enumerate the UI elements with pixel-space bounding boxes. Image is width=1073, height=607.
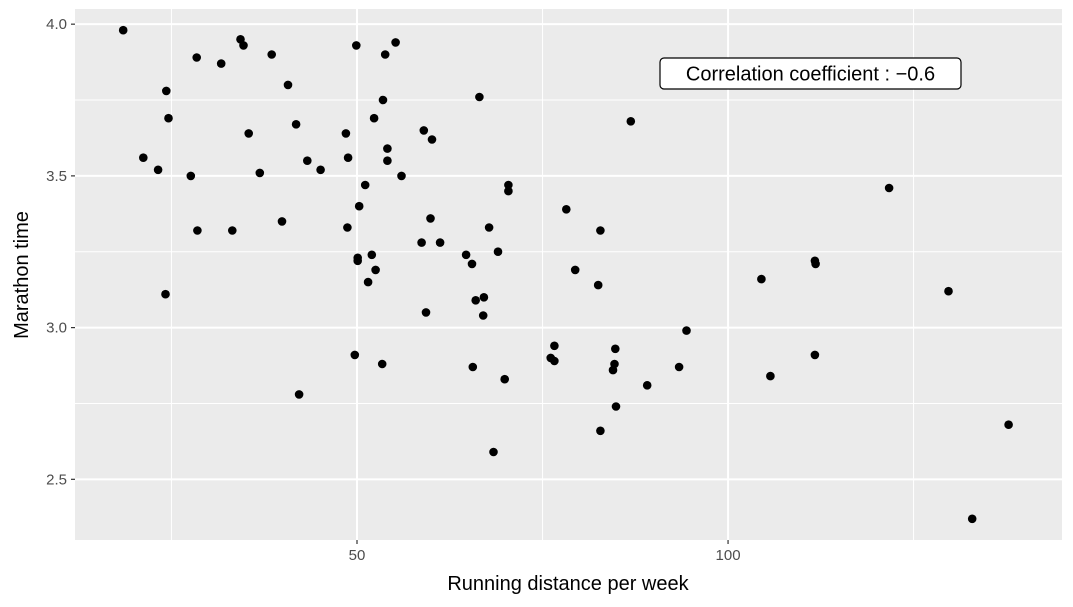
data-point <box>417 238 426 247</box>
data-point <box>267 50 277 59</box>
x-axis-ticks: 50 100 <box>349 540 741 564</box>
data-point <box>421 308 431 317</box>
y-tick-label: 2.5 <box>46 471 67 488</box>
major-gridlines <box>75 9 1062 540</box>
data-point <box>811 259 820 269</box>
data-point <box>378 95 388 105</box>
data-point <box>593 280 603 290</box>
data-point <box>343 153 353 162</box>
data-point <box>397 171 406 181</box>
data-point <box>611 344 620 354</box>
correlation-annotation: Correlation coefficient : −0.6 <box>659 57 962 90</box>
data-point <box>350 350 360 360</box>
data-point <box>610 359 619 369</box>
data-point <box>435 238 445 247</box>
data-point <box>479 293 489 302</box>
data-point <box>161 289 170 299</box>
data-point <box>186 171 196 181</box>
data-point <box>369 113 379 123</box>
data-point <box>484 223 494 232</box>
data-point <box>766 371 775 381</box>
data-point <box>303 156 312 165</box>
data-points <box>118 25 1013 524</box>
data-point <box>611 402 621 411</box>
data-point <box>489 447 498 457</box>
data-point <box>363 277 373 287</box>
plot-panel <box>75 9 1062 540</box>
data-point <box>500 374 510 384</box>
data-point <box>192 53 201 62</box>
data-point <box>682 326 691 335</box>
data-point <box>493 247 503 256</box>
data-point <box>504 186 513 196</box>
x-tick-label: 100 <box>716 547 741 564</box>
data-point <box>461 250 471 260</box>
data-point <box>291 120 301 129</box>
y-axis-ticks: 2.5 3.0 3.5 4.0 <box>46 16 75 488</box>
data-point <box>427 135 437 144</box>
data-point <box>193 226 202 235</box>
x-axis-title: Running distance per week <box>447 573 689 595</box>
data-point <box>550 356 559 366</box>
data-point <box>139 153 148 162</box>
data-point <box>239 41 248 50</box>
data-point <box>228 226 237 235</box>
data-point <box>596 226 605 235</box>
data-point <box>596 426 605 436</box>
data-point <box>1004 420 1013 430</box>
data-point <box>118 25 128 35</box>
data-point <box>419 126 429 135</box>
data-point <box>244 129 253 138</box>
data-point <box>277 217 287 226</box>
data-point <box>478 311 488 320</box>
x-tick-label: 50 <box>349 547 366 564</box>
data-point <box>380 50 390 59</box>
data-point <box>674 362 684 372</box>
data-point <box>360 180 370 190</box>
data-point <box>162 86 171 96</box>
data-point <box>383 156 392 165</box>
y-tick-label: 4.0 <box>46 16 67 33</box>
data-point <box>367 250 377 260</box>
data-point <box>468 362 478 372</box>
data-point <box>570 265 580 275</box>
data-point <box>426 214 435 223</box>
data-point <box>562 205 571 214</box>
data-point <box>377 359 387 369</box>
data-point <box>967 514 977 524</box>
data-point <box>371 265 380 275</box>
data-point <box>391 38 400 47</box>
data-point <box>153 165 163 175</box>
data-point <box>255 168 265 178</box>
minor-gridlines <box>75 9 1062 540</box>
annotation-text: Correlation coefficient : −0.6 <box>686 64 935 86</box>
data-point <box>810 350 820 360</box>
data-point <box>164 113 173 123</box>
y-tick-label: 3.0 <box>46 320 67 337</box>
data-point <box>504 180 513 190</box>
y-axis-title: Marathon time <box>11 211 33 339</box>
annotation-box <box>659 57 962 90</box>
data-point <box>550 341 559 351</box>
data-point <box>353 256 363 266</box>
data-point <box>475 92 484 102</box>
data-point <box>626 117 636 126</box>
data-point <box>944 286 953 296</box>
data-point <box>216 59 226 68</box>
data-point <box>294 390 304 399</box>
data-point <box>757 274 766 284</box>
data-point <box>467 259 477 269</box>
y-tick-label: 3.5 <box>46 168 67 185</box>
data-point <box>316 165 325 175</box>
data-point <box>884 183 894 193</box>
data-point <box>341 129 351 138</box>
data-point <box>343 223 352 232</box>
data-point <box>383 144 392 153</box>
data-point <box>642 381 652 390</box>
data-point <box>283 80 293 90</box>
data-point <box>471 296 481 305</box>
data-point <box>352 41 361 50</box>
data-point <box>354 201 364 211</box>
